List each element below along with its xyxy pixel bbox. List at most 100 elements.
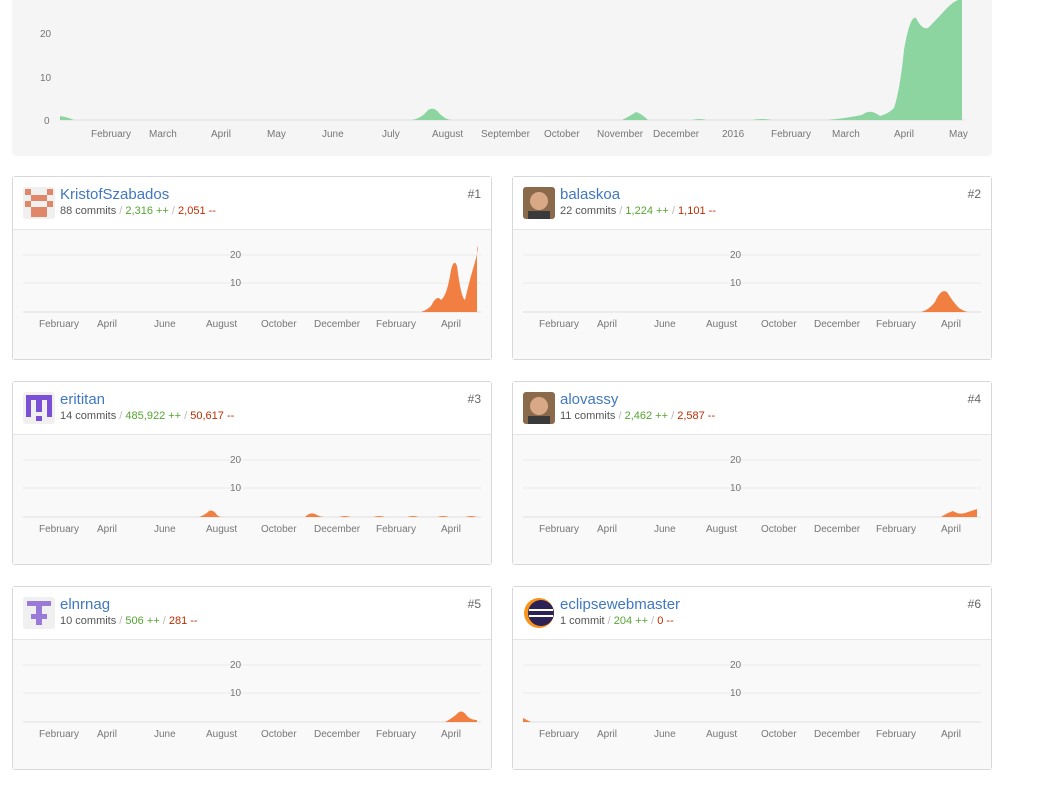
x-label: December bbox=[314, 729, 361, 740]
x-label: October bbox=[261, 729, 297, 740]
x-label: December bbox=[314, 319, 361, 330]
contributor-chart-svg: 20 10 February April June August October Dece… bbox=[23, 455, 481, 535]
avatar[interactable] bbox=[523, 392, 555, 424]
x-label: October bbox=[544, 129, 580, 140]
contributor-commit-chart: 20 10 February April June August October Dece… bbox=[513, 435, 991, 564]
y-tick-20: 20 bbox=[730, 660, 742, 671]
additions-count: 1,224 ++ bbox=[625, 205, 669, 217]
contributor-username-link[interactable]: elnrnag bbox=[60, 596, 111, 613]
x-label: February bbox=[876, 319, 916, 330]
x-label: September bbox=[481, 129, 531, 140]
x-label: November bbox=[597, 129, 644, 140]
contributor-header: balaskoa 22 commits / 1,224 ++ / 1,101 -… bbox=[513, 177, 991, 230]
contributor-commit-chart: 20 10 February April June August October Dece… bbox=[513, 640, 991, 769]
x-label: April bbox=[941, 319, 961, 330]
overview-commits-chart: 20 10 0 February March April May June Ju… bbox=[12, 0, 992, 156]
x-label: August bbox=[706, 524, 737, 535]
contributor-header: alovassy 11 commits / 2,462 ++ / 2,587 -… bbox=[513, 382, 991, 435]
x-label: August bbox=[706, 729, 737, 740]
y-tick-10: 10 bbox=[730, 278, 742, 289]
contributor-username-link[interactable]: KristofSzabados bbox=[60, 186, 170, 203]
user-photo-icon bbox=[523, 392, 555, 424]
contributor-header: eclipsewebmaster 1 commit / 204 ++ / 0 -… bbox=[513, 587, 991, 640]
contributor-stats: 14 commits / 485,922 ++ / 50,617 -- bbox=[60, 410, 235, 422]
y-tick-10: 10 bbox=[40, 73, 52, 84]
x-label: August bbox=[206, 524, 237, 535]
x-label: December bbox=[814, 729, 861, 740]
x-label: December bbox=[814, 319, 861, 330]
deletions-count: 281 -- bbox=[168, 615, 198, 627]
contributor-rank: #3 bbox=[467, 392, 481, 406]
x-label: February bbox=[91, 129, 131, 140]
avatar[interactable] bbox=[523, 187, 555, 219]
user-photo-icon bbox=[523, 187, 555, 219]
commit-count: 22 commits bbox=[560, 205, 617, 217]
x-label: 2016 bbox=[722, 129, 745, 140]
contributor-card: erititan 14 commits / 485,922 ++ / 50,61… bbox=[12, 381, 492, 565]
contributor-card: alovassy 11 commits / 2,462 ++ / 2,587 -… bbox=[512, 381, 992, 565]
x-label: August bbox=[706, 319, 737, 330]
contributor-commit-area bbox=[445, 711, 477, 722]
overview-x-axis: February March April May June July Augus… bbox=[91, 129, 968, 140]
x-label: June bbox=[154, 319, 176, 330]
eclipse-logo-icon bbox=[523, 597, 555, 629]
deletions-count: 1,101 -- bbox=[678, 205, 716, 217]
contributor-card: KristofSzabados 88 commits / 2,316 ++ / … bbox=[12, 176, 492, 360]
x-label: March bbox=[832, 129, 860, 140]
x-label: May bbox=[267, 129, 286, 140]
contributor-commit-chart: 20 10 February April June August October Dece… bbox=[13, 435, 491, 564]
contributor-commit-area bbox=[199, 510, 477, 517]
additions-count: 506 ++ bbox=[125, 615, 160, 627]
x-label: April bbox=[441, 319, 461, 330]
contributor-stats: 22 commits / 1,224 ++ / 1,101 -- bbox=[560, 205, 716, 217]
x-label: October bbox=[761, 319, 797, 330]
contributor-header: KristofSzabados 88 commits / 2,316 ++ / … bbox=[13, 177, 491, 230]
y-tick-20: 20 bbox=[730, 455, 742, 466]
contributor-username-link[interactable]: alovassy bbox=[560, 391, 619, 408]
x-label: April bbox=[441, 524, 461, 535]
commit-count: 14 commits bbox=[60, 410, 117, 422]
avatar[interactable] bbox=[23, 187, 55, 219]
x-label: June bbox=[654, 319, 676, 330]
x-label: August bbox=[432, 129, 463, 140]
commit-count: 10 commits bbox=[60, 615, 117, 627]
x-label: February bbox=[539, 319, 579, 330]
contributor-card: elnrnag 10 commits / 506 ++ / 281 -- #5 … bbox=[12, 586, 492, 770]
x-label: February bbox=[39, 524, 79, 535]
x-label: October bbox=[761, 524, 797, 535]
x-label: October bbox=[761, 729, 797, 740]
contributor-commit-chart: 20 10 February April June August October Dece… bbox=[13, 230, 491, 359]
contributor-username-link[interactable]: balaskoa bbox=[560, 186, 621, 203]
contributor-username-link[interactable]: eclipsewebmaster bbox=[560, 596, 681, 613]
contributor-card: eclipsewebmaster 1 commit / 204 ++ / 0 -… bbox=[512, 586, 992, 770]
x-label: April bbox=[97, 729, 117, 740]
x-label: April bbox=[441, 729, 461, 740]
contributor-commit-area bbox=[523, 718, 531, 722]
x-label: March bbox=[149, 129, 177, 140]
contributor-stats: 1 commit / 204 ++ / 0 -- bbox=[560, 615, 674, 627]
avatar[interactable] bbox=[523, 597, 555, 629]
avatar[interactable] bbox=[23, 597, 55, 629]
contributor-username-link[interactable]: erititan bbox=[60, 391, 106, 408]
contributor-stats: 11 commits / 2,462 ++ / 2,587 -- bbox=[560, 410, 716, 422]
commit-count: 11 commits bbox=[560, 410, 616, 422]
additions-count: 485,922 ++ bbox=[125, 410, 182, 422]
contributor-rank: #5 bbox=[467, 597, 481, 611]
x-label: February bbox=[539, 729, 579, 740]
contributor-rank: #2 bbox=[967, 187, 981, 201]
deletions-count: 50,617 -- bbox=[190, 410, 235, 422]
additions-count: 2,316 ++ bbox=[125, 205, 169, 217]
x-label: April bbox=[97, 319, 117, 330]
additions-count: 204 ++ bbox=[613, 615, 649, 627]
x-label: December bbox=[814, 524, 861, 535]
x-label: April bbox=[597, 729, 617, 740]
x-label: April bbox=[941, 729, 961, 740]
avatar[interactable] bbox=[23, 392, 55, 424]
x-label: April bbox=[894, 129, 914, 140]
contributor-chart-svg: 20 10 February April June August October Dece… bbox=[23, 660, 481, 740]
x-label: April bbox=[941, 524, 961, 535]
contributor-rank: #1 bbox=[467, 187, 481, 201]
contributor-commit-chart: 20 10 February April June August October Dece… bbox=[13, 640, 491, 769]
contributor-chart-svg: 20 10 February April June August October Dece… bbox=[523, 455, 981, 535]
x-label: February bbox=[376, 524, 416, 535]
